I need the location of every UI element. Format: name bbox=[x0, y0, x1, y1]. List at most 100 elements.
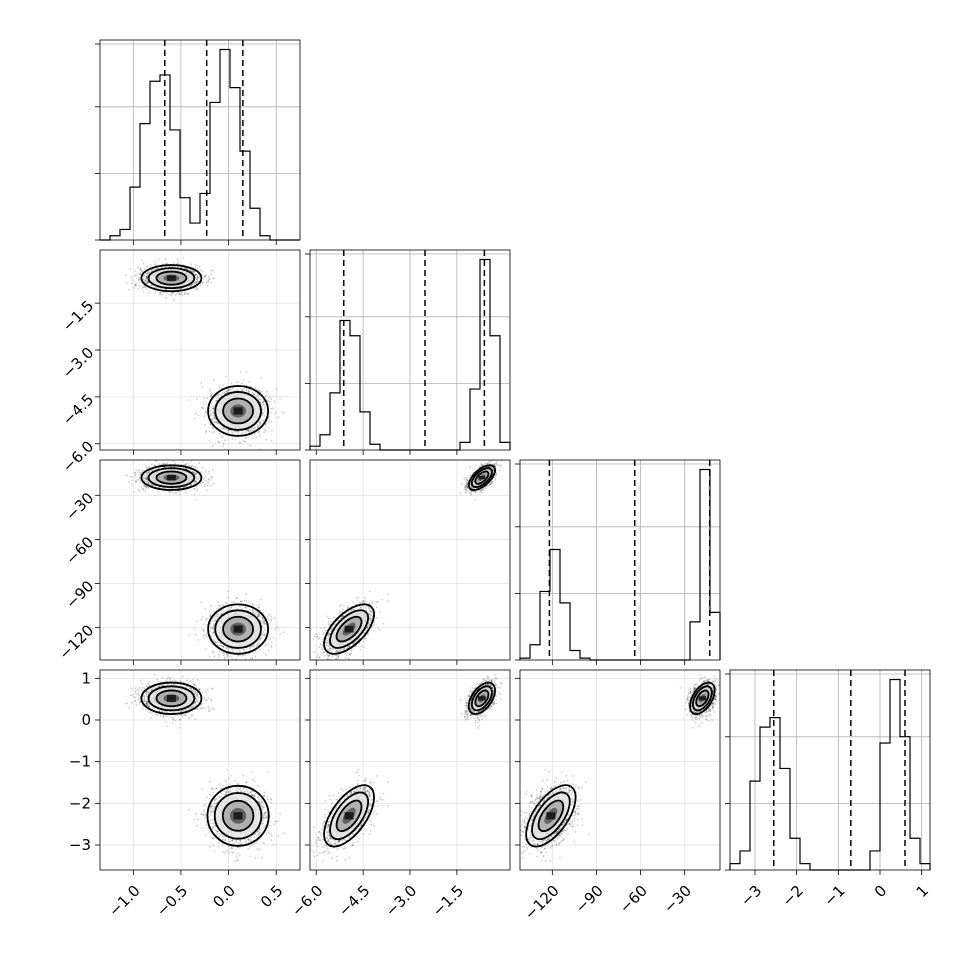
sample-point bbox=[134, 481, 137, 484]
sample-point bbox=[194, 633, 197, 636]
sample-point bbox=[145, 481, 148, 483]
sample-point bbox=[218, 386, 221, 389]
sample-point bbox=[221, 392, 224, 395]
sample-point bbox=[263, 624, 265, 626]
sample-point bbox=[210, 635, 212, 638]
sample-point bbox=[235, 430, 237, 433]
sample-point bbox=[141, 488, 144, 491]
sample-point bbox=[196, 280, 199, 282]
sample-point bbox=[213, 421, 216, 423]
sample-point bbox=[194, 465, 197, 468]
hist-step-4 bbox=[729, 678, 931, 871]
sample-point bbox=[259, 423, 261, 426]
sample-point bbox=[134, 284, 137, 287]
sample-point bbox=[144, 279, 147, 282]
sample-point bbox=[168, 293, 170, 296]
sample-point bbox=[194, 473, 197, 476]
sample-point bbox=[211, 475, 214, 478]
sample-point bbox=[184, 467, 187, 470]
sample-point bbox=[142, 278, 145, 281]
sample-point bbox=[165, 262, 168, 265]
sample-point bbox=[218, 656, 220, 659]
sample-point bbox=[208, 275, 210, 278]
sample-point bbox=[159, 292, 162, 295]
sample-point bbox=[206, 281, 208, 284]
sample-point bbox=[211, 277, 214, 280]
sample-point bbox=[196, 488, 199, 490]
sample-point bbox=[174, 463, 177, 465]
sample-point bbox=[213, 655, 216, 658]
sample-point bbox=[198, 276, 201, 279]
sample-point bbox=[184, 489, 187, 492]
sample-point bbox=[272, 636, 275, 639]
sample-point bbox=[219, 644, 222, 647]
sample-point bbox=[206, 397, 209, 399]
sample-point bbox=[147, 487, 150, 489]
sample-point bbox=[195, 472, 197, 475]
sample-point bbox=[242, 654, 245, 657]
sample-point bbox=[189, 285, 192, 287]
sample-point bbox=[195, 281, 198, 284]
sample-point bbox=[236, 381, 239, 383]
sample-point bbox=[261, 619, 263, 622]
sample-point bbox=[200, 471, 203, 474]
sample-point bbox=[263, 431, 265, 434]
sample-point bbox=[208, 478, 210, 481]
sample-point bbox=[187, 268, 190, 270]
sample-point bbox=[162, 463, 165, 465]
sample-point bbox=[226, 653, 228, 656]
sample-point bbox=[253, 393, 256, 396]
sample-point bbox=[258, 421, 261, 424]
sample-point bbox=[135, 469, 138, 471]
sample-point bbox=[135, 274, 138, 276]
sample-point bbox=[138, 469, 141, 472]
sample-point bbox=[262, 401, 265, 403]
sample-point bbox=[212, 414, 215, 416]
sample-point bbox=[225, 647, 228, 650]
sample-point bbox=[243, 599, 246, 602]
sample-point bbox=[263, 404, 266, 406]
sample-point bbox=[270, 439, 273, 442]
sample-point bbox=[196, 267, 199, 269]
sample-point bbox=[145, 282, 148, 285]
sample-point bbox=[133, 287, 135, 289]
sample-point bbox=[216, 421, 218, 424]
sample-point bbox=[209, 396, 212, 398]
scatter-content-2-1 bbox=[100, 250, 300, 450]
sample-point bbox=[210, 273, 213, 276]
sample-point bbox=[138, 281, 141, 284]
sample-point bbox=[220, 427, 223, 429]
sample-point bbox=[231, 657, 234, 660]
sample-point bbox=[143, 476, 146, 479]
sample-point bbox=[258, 430, 261, 433]
sample-point bbox=[146, 467, 148, 470]
sample-point bbox=[239, 442, 242, 445]
sample-point bbox=[145, 277, 148, 280]
sample-point bbox=[159, 291, 162, 294]
sample-point bbox=[194, 274, 197, 276]
sample-point bbox=[140, 471, 142, 474]
sample-point bbox=[143, 281, 146, 283]
sample-point bbox=[273, 400, 276, 403]
sample-point bbox=[138, 472, 140, 474]
sample-point bbox=[196, 274, 199, 276]
sample-point bbox=[264, 395, 267, 398]
sample-point bbox=[196, 472, 199, 475]
sample-point bbox=[231, 438, 234, 441]
sample-point bbox=[247, 390, 250, 392]
sample-point bbox=[260, 377, 263, 379]
sample-point bbox=[195, 475, 198, 478]
sample-point bbox=[213, 417, 216, 420]
sample-point bbox=[208, 656, 211, 659]
sample-point bbox=[142, 286, 145, 289]
sample-point bbox=[129, 475, 132, 478]
sample-point bbox=[247, 429, 249, 432]
sample-point bbox=[222, 445, 225, 448]
sample-point bbox=[216, 397, 219, 400]
sample-point bbox=[205, 619, 207, 622]
sample-point bbox=[191, 269, 194, 272]
sample-point bbox=[196, 477, 199, 480]
sample-point bbox=[202, 281, 204, 283]
sample-point bbox=[259, 649, 261, 651]
